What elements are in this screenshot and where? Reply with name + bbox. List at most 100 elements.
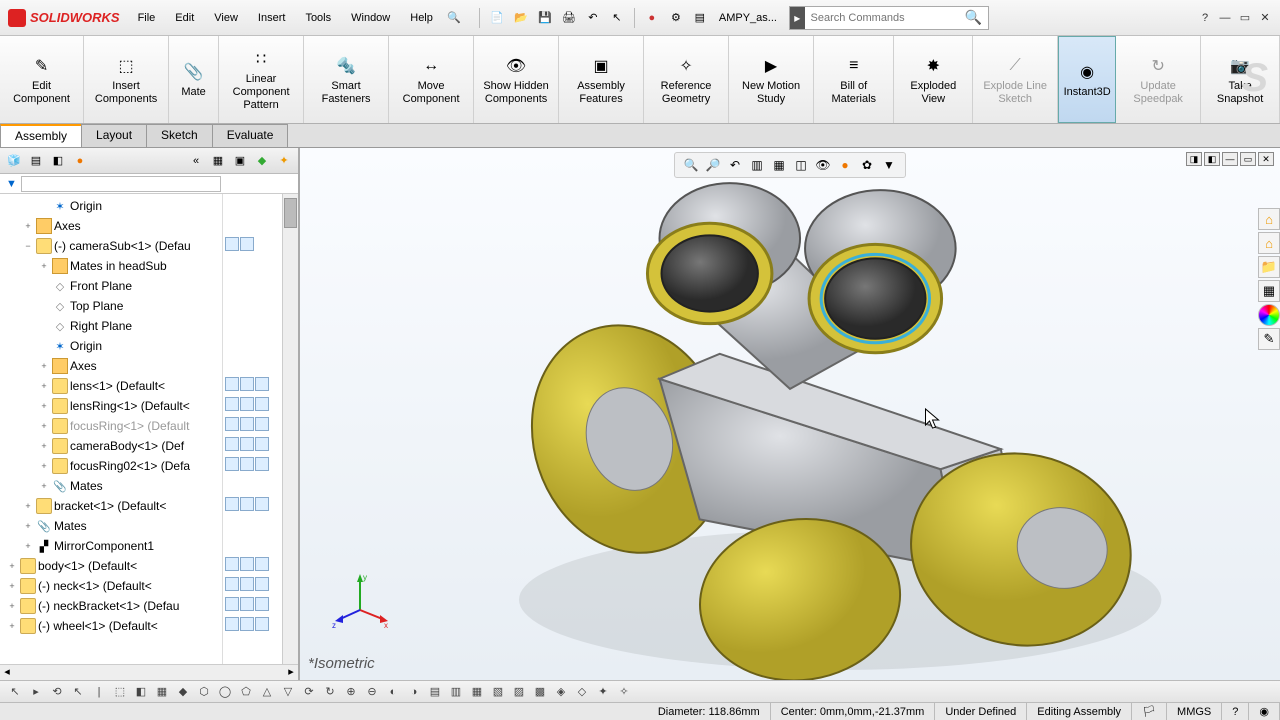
tree-item[interactable]: +📎Mates xyxy=(0,476,222,496)
resources-icon[interactable]: ⌂ xyxy=(1258,208,1280,230)
tree-item[interactable]: +(-) wheel<1> (Default< xyxy=(0,616,222,636)
vp-btn2-icon[interactable]: ◧ xyxy=(1204,152,1220,166)
restore-icon[interactable]: ▭ xyxy=(1236,10,1254,26)
vp-minimize-icon[interactable]: — xyxy=(1222,152,1238,166)
ribbon-insert-components[interactable]: ⬚Insert Components xyxy=(84,36,169,123)
select-icon[interactable]: ↖ xyxy=(606,7,628,29)
tree-item[interactable]: +Mates in headSub xyxy=(0,256,222,276)
custom-props-icon[interactable]: ✎ xyxy=(1258,328,1280,350)
sketch-tool-2[interactable]: ⟲ xyxy=(48,683,66,701)
tree-scrollbar[interactable] xyxy=(282,194,298,664)
sketch-tool-26[interactable]: ◈ xyxy=(552,683,570,701)
tree-tab3-icon[interactable]: ◧ xyxy=(48,151,68,171)
sketch-tool-17[interactable]: ⊖ xyxy=(363,683,381,701)
tree-item[interactable]: +cameraBody<1> (Def xyxy=(0,436,222,456)
sketch-tool-29[interactable]: ✧ xyxy=(615,683,633,701)
tree-item[interactable]: +focusRing02<1> (Defa xyxy=(0,456,222,476)
sketch-tool-11[interactable]: ⬠ xyxy=(237,683,255,701)
open-icon[interactable]: 📂 xyxy=(510,7,532,29)
rebuild-icon[interactable]: ● xyxy=(641,7,663,29)
tree-hscroll[interactable]: ◂▸ xyxy=(0,664,298,680)
ribbon-linear-component-pattern[interactable]: ∷Linear Component Pattern xyxy=(219,36,304,123)
appearance-icon[interactable]: ● xyxy=(835,155,855,175)
sketch-tool-8[interactable]: ◆ xyxy=(174,683,192,701)
sketch-tool-27[interactable]: ◇ xyxy=(573,683,591,701)
status-help-icon[interactable]: ? xyxy=(1222,703,1249,720)
tree-item[interactable]: +body<1> (Default< xyxy=(0,556,222,576)
view-orient-icon[interactable]: ▦ xyxy=(769,155,789,175)
menu-file[interactable]: File xyxy=(128,8,166,28)
sketch-tool-7[interactable]: ▦ xyxy=(153,683,171,701)
prev-view-icon[interactable]: ↶ xyxy=(725,155,745,175)
hide-show-icon[interactable]: 👁 xyxy=(813,155,833,175)
tree-item[interactable]: ✶Origin xyxy=(0,196,222,216)
options-icon[interactable]: ⚙ xyxy=(665,7,687,29)
menu-view[interactable]: View xyxy=(204,8,248,28)
ribbon-smart-fasteners[interactable]: 🔩Smart Fasteners xyxy=(304,36,389,123)
sketch-tool-0[interactable]: ↖ xyxy=(6,683,24,701)
orientation-triad[interactable]: y x z xyxy=(330,570,390,630)
tree-item[interactable]: +lens<1> (Default< xyxy=(0,376,222,396)
ribbon-move-component[interactable]: ↔Move Component xyxy=(389,36,474,123)
tree-item[interactable]: +📎Mates xyxy=(0,516,222,536)
tree-item[interactable]: −(-) cameraSub<1> (Defau xyxy=(0,236,222,256)
filter-icon[interactable]: ▼ xyxy=(6,178,17,190)
status-flag-icon[interactable]: 🏳 xyxy=(1132,703,1167,720)
ribbon-instant3d[interactable]: ◉Instant3D xyxy=(1058,36,1116,123)
status-units[interactable]: MMGS xyxy=(1167,703,1222,720)
menu-window[interactable]: Window xyxy=(341,8,400,28)
status-rebuild-icon[interactable]: ◉ xyxy=(1249,703,1280,720)
tree-item[interactable]: +Axes xyxy=(0,216,222,236)
sketch-tool-25[interactable]: ▩ xyxy=(531,683,549,701)
search-icon[interactable]: 🔍 xyxy=(443,7,465,29)
tree-item[interactable]: +Axes xyxy=(0,356,222,376)
sketch-tool-1[interactable]: ▸ xyxy=(27,683,45,701)
appearances-icon[interactable] xyxy=(1258,304,1280,326)
print-icon[interactable]: 🖨 xyxy=(558,7,580,29)
minimize-icon[interactable]: — xyxy=(1216,10,1234,26)
tree-item[interactable]: +(-) neckBracket<1> (Defau xyxy=(0,596,222,616)
sketch-tool-23[interactable]: ▧ xyxy=(489,683,507,701)
ribbon-bill-of-materials[interactable]: ≡Bill of Materials xyxy=(814,36,894,123)
tree-opt3-icon[interactable]: ◆ xyxy=(252,151,272,171)
sketch-tool-18[interactable]: ◐ xyxy=(384,683,402,701)
sketch-tool-10[interactable]: ◯ xyxy=(216,683,234,701)
tree-item[interactable]: ✶Origin xyxy=(0,336,222,356)
tree-item[interactable]: ◇Top Plane xyxy=(0,296,222,316)
sketch-tool-24[interactable]: ▨ xyxy=(510,683,528,701)
tree-tab2-icon[interactable]: ▤ xyxy=(26,151,46,171)
sketch-tool-15[interactable]: ↻ xyxy=(321,683,339,701)
tab-sketch[interactable]: Sketch xyxy=(146,124,213,147)
sketch-tool-13[interactable]: ▽ xyxy=(279,683,297,701)
command-search[interactable]: ▸ 🔍 xyxy=(789,6,989,30)
feature-tree[interactable]: ✶Origin+Axes−(-) cameraSub<1> (Defau+Mat… xyxy=(0,194,222,664)
vp-restore-icon[interactable]: ▭ xyxy=(1240,152,1256,166)
vp-close-icon[interactable]: ✕ xyxy=(1258,152,1274,166)
view-palette-icon[interactable]: ▦ xyxy=(1258,280,1280,302)
zoom-fit-icon[interactable]: 🔍 xyxy=(681,155,701,175)
sketch-tool-3[interactable]: ↖ xyxy=(69,683,87,701)
tab-evaluate[interactable]: Evaluate xyxy=(212,124,289,147)
sketch-tool-16[interactable]: ⊕ xyxy=(342,683,360,701)
tab-assembly[interactable]: Assembly xyxy=(0,124,82,147)
tree-opt1-icon[interactable]: ▦ xyxy=(208,151,228,171)
section-icon[interactable]: ▥ xyxy=(747,155,767,175)
tree-item[interactable]: +bracket<1> (Default< xyxy=(0,496,222,516)
sketch-tool-19[interactable]: ◑ xyxy=(405,683,423,701)
tree-item[interactable]: +focusRing<1> (Default xyxy=(0,416,222,436)
tree-tab4-icon[interactable]: ● xyxy=(70,151,90,171)
graphics-viewport[interactable]: 🔍 🔎 ↶ ▥ ▦ ◫ 👁 ● ✿ ▼ ◨ ◧ — ▭ ✕ ⌂ ⌂ 📁 ▦ ✎ xyxy=(300,148,1280,680)
menu-edit[interactable]: Edit xyxy=(165,8,204,28)
design-lib-icon[interactable]: ⌂ xyxy=(1258,232,1280,254)
sketch-tool-4[interactable]: | xyxy=(90,683,108,701)
view-settings-icon[interactable]: ▼ xyxy=(879,155,899,175)
tree-item[interactable]: ◇Right Plane xyxy=(0,316,222,336)
menu-tools[interactable]: Tools xyxy=(295,8,341,28)
sketch-tool-21[interactable]: ▥ xyxy=(447,683,465,701)
ribbon-assembly-features[interactable]: ▣Assembly Features xyxy=(559,36,644,123)
help-icon[interactable]: ? xyxy=(1196,10,1214,26)
sketch-tool-28[interactable]: ✦ xyxy=(594,683,612,701)
ribbon-mate[interactable]: 📎Mate xyxy=(169,36,219,123)
file-explorer-icon[interactable]: 📁 xyxy=(1258,256,1280,278)
ribbon-exploded-view[interactable]: ✸Exploded View xyxy=(894,36,973,123)
